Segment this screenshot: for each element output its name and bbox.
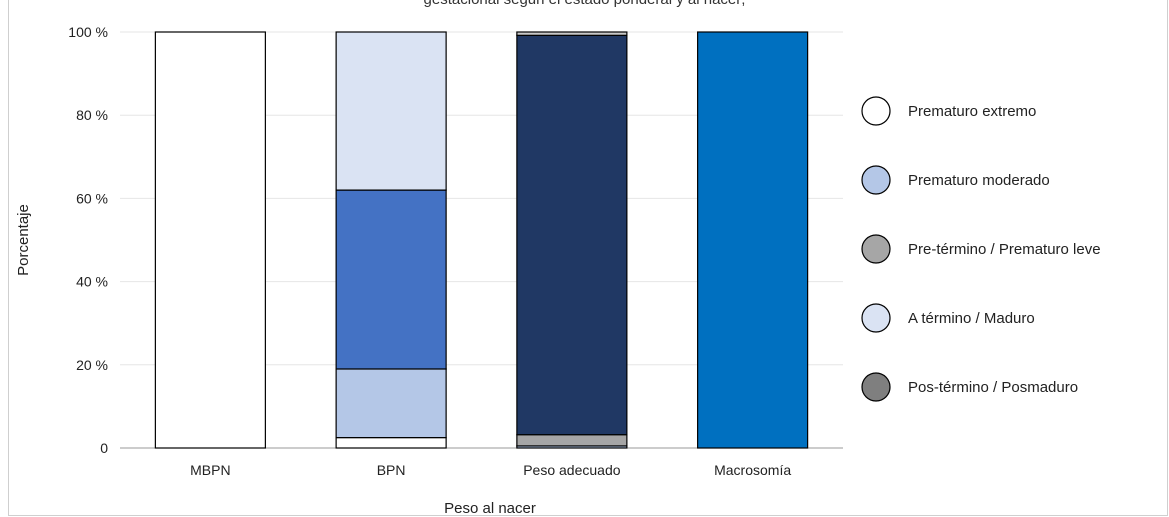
legend-label: Pre-término / Prematuro leve — [908, 241, 1101, 258]
bar-segment — [335, 189, 447, 370]
legend-swatch — [861, 165, 891, 195]
bar-segment — [516, 31, 628, 36]
bar-segment — [335, 437, 447, 449]
y-tick-label: 80 % — [76, 107, 108, 123]
x-axis-title: Peso al nacer — [444, 500, 536, 517]
x-tick-label: MBPN — [190, 462, 230, 478]
legend-label: Prematuro moderado — [908, 172, 1050, 189]
y-tick-label: 40 % — [76, 274, 108, 290]
legend-swatch — [861, 303, 891, 333]
bars — [154, 31, 809, 449]
x-tick-label: BPN — [377, 462, 406, 478]
legend-label: A término / Maduro — [908, 310, 1035, 327]
chart-frame — [8, 0, 1168, 516]
bar-segment — [154, 31, 266, 449]
legend: Prematuro extremo Prematuro moderado Pre-t… — [861, 96, 1101, 402]
legend-swatch — [861, 96, 891, 126]
y-tick-labels: 0 20 % 40 % 60 % 80 % 100 % — [68, 24, 108, 456]
y-tick-label: 100 % — [68, 24, 108, 40]
legend-label: Pos-término / Posmaduro — [908, 379, 1078, 396]
legend-swatch — [861, 372, 891, 402]
bar-segment — [697, 31, 809, 449]
y-axis-title: Porcentaje — [15, 204, 32, 276]
x-tick-labels: MBPN BPN Peso adecuado Macrosomía — [190, 462, 791, 478]
bar-segment — [335, 31, 447, 191]
y-tick-label: 0 — [100, 440, 108, 456]
bar-segment — [516, 34, 628, 436]
bar-segment — [335, 368, 447, 439]
legend-label: Prematuro extremo — [908, 103, 1036, 120]
legend-swatch — [861, 234, 891, 264]
y-tick-label: 20 % — [76, 357, 108, 373]
y-tick-label: 60 % — [76, 190, 108, 206]
chart-title: gestacional segun el estado ponderal y a… — [0, 0, 1169, 8]
bar-segment — [516, 434, 628, 447]
x-tick-label: Peso adecuado — [523, 462, 621, 478]
x-tick-label: Macrosomía — [714, 462, 791, 478]
